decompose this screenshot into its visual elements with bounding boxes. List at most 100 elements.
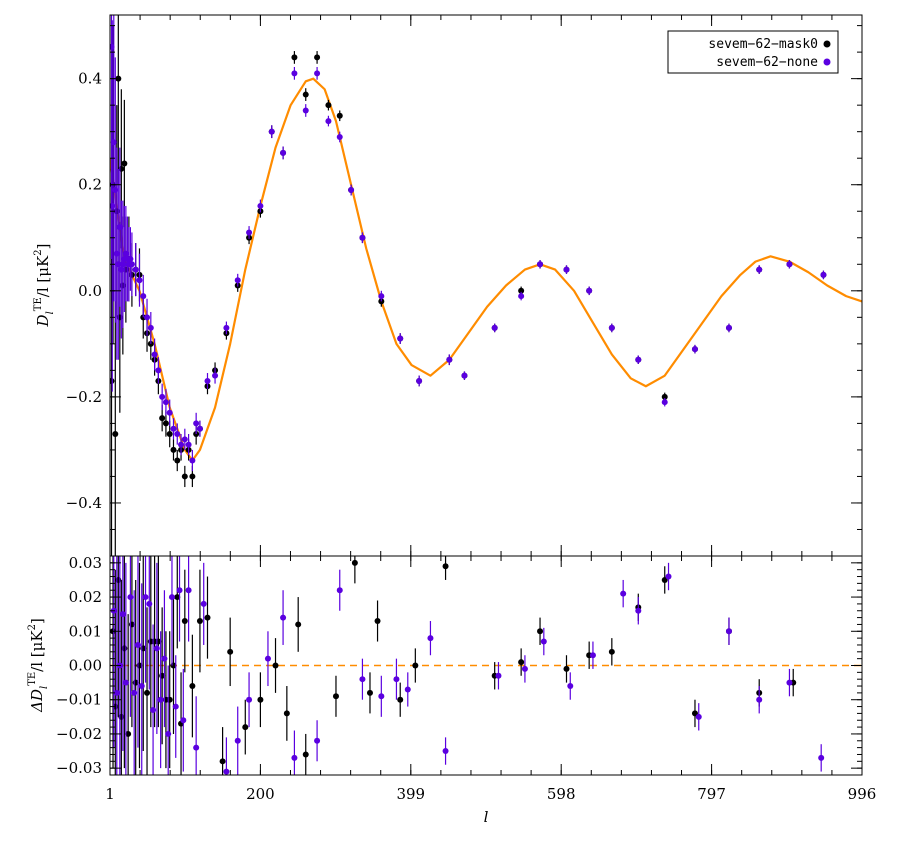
- x-tick-label: 996: [848, 785, 877, 803]
- bottom-data-point-1: [665, 573, 672, 580]
- bottom-data-point-1: [818, 754, 825, 761]
- top-data-point-1: [786, 261, 793, 268]
- top-data-point-1: [162, 399, 169, 406]
- top-data-point-1: [212, 372, 219, 379]
- top-data-point-0: [174, 457, 181, 464]
- bottom-data-point-1: [131, 689, 138, 696]
- bottom-data-point-1: [113, 689, 120, 696]
- bottom-data-point-1: [122, 679, 129, 686]
- bottom-data-point-1: [378, 693, 385, 700]
- top-data-point-1: [178, 441, 185, 448]
- bottom-data-point-1: [336, 587, 343, 594]
- top-data-point-0: [189, 473, 196, 480]
- bottom-data-point-1: [442, 748, 449, 755]
- bottom-data-point-1: [234, 737, 241, 744]
- legend-box: [667, 30, 839, 74]
- top-data-point-1: [336, 133, 343, 140]
- bottom-data-point-0: [283, 710, 290, 717]
- top-data-point-1: [136, 277, 143, 284]
- top-data-point-0: [336, 112, 343, 119]
- bottom-data-point-1: [127, 594, 134, 601]
- bottom-y-tick-label: 0.01: [69, 622, 102, 640]
- bottom-data-point-1: [786, 679, 793, 686]
- bottom-data-point-1: [161, 655, 168, 662]
- top-plot-frame: [109, 14, 863, 557]
- bottom-data-point-1: [180, 717, 187, 724]
- top-data-point-0: [518, 287, 525, 294]
- bottom-y-tick-label: −0.03: [56, 759, 102, 777]
- top-data-point-1: [325, 118, 332, 125]
- top-data-point-1: [166, 409, 173, 416]
- top-y-tick-label: 0.4: [78, 70, 102, 88]
- top-data-point-1: [155, 367, 162, 374]
- bottom-data-point-1: [264, 655, 271, 662]
- legend-label-none: sevem−62−none: [716, 55, 818, 70]
- top-data-point-1: [359, 234, 366, 241]
- bottom-data-point-1: [314, 737, 321, 744]
- bottom-data-point-0: [442, 563, 449, 570]
- bottom-data-point-1: [119, 611, 126, 618]
- top-data-point-1: [491, 324, 498, 331]
- bottom-data-point-1: [142, 594, 149, 601]
- bottom-data-point-1: [168, 594, 175, 601]
- top-data-point-1: [661, 399, 668, 406]
- bottom-data-point-1: [134, 641, 141, 648]
- top-data-point-1: [132, 266, 139, 273]
- bottom-data-point-1: [521, 665, 528, 672]
- bottom-data-point-1: [153, 645, 160, 652]
- bottom-data-point-1: [223, 768, 230, 775]
- top-data-point-1: [193, 420, 200, 427]
- bottom-y-tick-label: 0.02: [69, 588, 102, 606]
- bottom-y-axis-ticks: −0.03 −0.02 −0.01 0.00 0.01 0.02 0.03: [56, 554, 862, 777]
- top-data-point-0: [166, 431, 173, 438]
- bottom-data-point-1: [635, 607, 642, 614]
- model-curve: [110, 77, 862, 462]
- top-data-point-1: [563, 266, 570, 273]
- bottom-data-points: [110, 556, 825, 775]
- bottom-data-point-1: [725, 628, 732, 635]
- top-data-point-1: [446, 356, 453, 363]
- bottom-data-point-1: [280, 614, 287, 621]
- x-tick-label: 1: [105, 785, 115, 803]
- top-panel: −0.4 −0.2 0.0 0.2 0.4 DlTE/l [μK2] sevem−62−…: [33, 14, 863, 557]
- top-data-point-1: [608, 324, 615, 331]
- top-data-point-1: [378, 293, 385, 300]
- top-data-point-1: [257, 202, 264, 209]
- top-y-axis-label: DlTE/l [μK2]: [33, 244, 56, 328]
- bottom-data-point-0: [518, 659, 525, 666]
- bottom-data-point-0: [563, 665, 570, 672]
- top-data-points: [110, 15, 827, 556]
- bottom-data-point-1: [567, 683, 574, 690]
- x-tick-label: 200: [246, 785, 275, 803]
- legend: sevem−62−mask0 sevem−62−none: [667, 30, 839, 74]
- bottom-data-point-0: [227, 648, 234, 655]
- top-data-point-1: [128, 261, 135, 268]
- top-data-point-0: [314, 54, 321, 61]
- x-tick-label: 797: [697, 785, 726, 803]
- bottom-data-point-0: [295, 621, 302, 628]
- top-data-point-0: [121, 160, 128, 167]
- top-data-point-0: [110, 377, 115, 384]
- top-y-tick-label: 0.0: [78, 282, 102, 300]
- top-data-point-1: [151, 351, 158, 358]
- bottom-data-point-1: [138, 683, 145, 690]
- bottom-data-point-0: [174, 594, 181, 601]
- top-data-point-1: [144, 314, 151, 321]
- top-data-point-0: [112, 431, 119, 438]
- bottom-data-point-1: [291, 754, 298, 761]
- top-data-point-1: [348, 187, 355, 194]
- bottom-data-point-1: [620, 590, 627, 597]
- bottom-data-point-1: [695, 713, 702, 720]
- bottom-data-point-1: [165, 730, 172, 737]
- top-data-point-1: [189, 457, 196, 464]
- top-data-point-1: [223, 324, 230, 331]
- top-data-point-1: [586, 287, 593, 294]
- bottom-data-point-1: [756, 696, 763, 703]
- bottom-data-point-1: [150, 706, 157, 713]
- top-data-point-1: [461, 372, 468, 379]
- bottom-data-point-1: [185, 587, 192, 594]
- bottom-data-point-1: [200, 600, 207, 607]
- bottom-data-point-0: [204, 614, 211, 621]
- bottom-data-point-1: [427, 635, 434, 642]
